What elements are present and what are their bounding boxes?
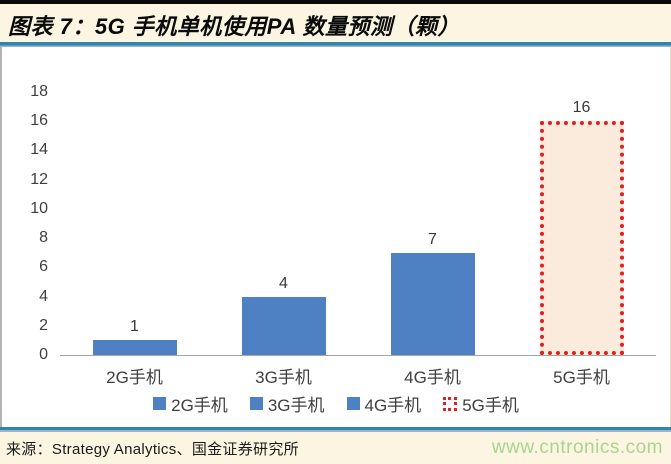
legend-square-swatch-icon bbox=[346, 397, 360, 410]
y-tick-0: 0 bbox=[39, 346, 48, 363]
x-axis-line bbox=[60, 355, 656, 356]
bar-slot-2: 7 bbox=[358, 231, 507, 355]
x-category-label-2: 4G手机 bbox=[404, 368, 461, 387]
y-tick-2: 2 bbox=[39, 316, 48, 334]
chart-area: 0 2 4 6 8 10 12 14 16 18 1 4 7 16 2G手机 3G手机 4G手机 5G手机 2… bbox=[0, 47, 671, 427]
forecast-bar-3 bbox=[539, 121, 624, 355]
bar-slot-1: 4 bbox=[209, 275, 358, 355]
legend-item-3: 5G手机 bbox=[443, 391, 519, 416]
y-tick-14: 14 bbox=[30, 141, 48, 159]
x-category-label-3: 5G手机 bbox=[553, 368, 610, 387]
accent-line-top bbox=[0, 42, 671, 47]
legend-square-swatch-icon bbox=[153, 397, 167, 410]
y-tick-8: 8 bbox=[39, 229, 48, 247]
chart-legend: 2G手机 3G手机 4G手机 5G手机 bbox=[2, 391, 670, 416]
bar-0 bbox=[92, 340, 177, 355]
bars-row: 1 4 7 16 bbox=[60, 65, 656, 355]
accent-line-bottom bbox=[0, 427, 671, 432]
legend-dotted-swatch-icon bbox=[443, 396, 458, 411]
bar-slot-3: 16 bbox=[507, 99, 656, 355]
x-category-label-1: 3G手机 bbox=[255, 368, 312, 387]
y-tick-18: 18 bbox=[30, 83, 48, 100]
legend-square-swatch-icon bbox=[249, 397, 263, 410]
bar-slot-0: 1 bbox=[60, 318, 209, 355]
y-tick-10: 10 bbox=[30, 199, 48, 217]
y-tick-4: 4 bbox=[39, 287, 48, 305]
x-axis-labels: 2G手机 3G手机 4G手机 5G手机 bbox=[60, 363, 656, 388]
y-tick-16: 16 bbox=[30, 112, 48, 130]
y-tick-12: 12 bbox=[30, 170, 48, 188]
top-border-bar bbox=[0, 0, 671, 4]
bar-value-label-2: 7 bbox=[428, 230, 437, 248]
legend-item-0: 2G手机 bbox=[153, 391, 228, 416]
y-tick-6: 6 bbox=[39, 258, 48, 276]
bar-1 bbox=[241, 296, 326, 355]
footer: 来源：Strategy Analytics、国金证券研究所 www.cntron… bbox=[0, 432, 671, 464]
legend-label-2: 4G手机 bbox=[364, 396, 422, 415]
legend-label-1: 3G手机 bbox=[267, 396, 325, 415]
source-text: 来源：Strategy Analytics、国金证券研究所 bbox=[6, 440, 299, 458]
legend-label-0: 2G手机 bbox=[171, 396, 228, 415]
legend-item-2: 4G手机 bbox=[346, 391, 422, 416]
legend-label-3: 5G手机 bbox=[462, 396, 519, 415]
figure-title: 图表 7：5G 手机单机使用PA 数量预测（颗） bbox=[8, 14, 461, 39]
bar-value-label-3: 16 bbox=[572, 99, 591, 117]
website-watermark: www.cntronics.com bbox=[491, 437, 663, 458]
legend-item-1: 3G手机 bbox=[249, 391, 325, 416]
bar-2 bbox=[390, 252, 475, 355]
x-category-label-0: 2G手机 bbox=[106, 368, 163, 387]
bar-value-label-1: 4 bbox=[279, 274, 288, 292]
bar-value-label-0: 1 bbox=[130, 318, 139, 336]
